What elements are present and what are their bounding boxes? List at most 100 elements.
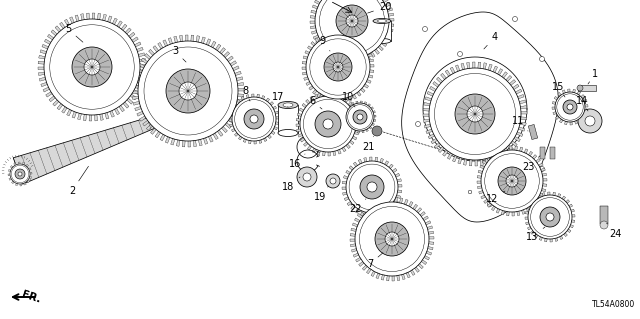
Wedge shape — [373, 119, 376, 122]
Wedge shape — [193, 139, 196, 147]
Wedge shape — [353, 253, 360, 257]
Wedge shape — [362, 55, 365, 62]
Circle shape — [422, 26, 428, 32]
Wedge shape — [313, 35, 320, 39]
Wedge shape — [40, 50, 48, 54]
Wedge shape — [350, 244, 356, 247]
Wedge shape — [397, 274, 400, 281]
Wedge shape — [168, 38, 173, 46]
Wedge shape — [307, 46, 313, 50]
Wedge shape — [239, 136, 243, 140]
Wedge shape — [95, 113, 97, 121]
Wedge shape — [337, 149, 341, 154]
Wedge shape — [134, 74, 142, 78]
Wedge shape — [566, 229, 571, 233]
Wedge shape — [374, 115, 376, 117]
Wedge shape — [376, 272, 380, 278]
Wedge shape — [519, 106, 527, 109]
Wedge shape — [230, 108, 235, 112]
Wedge shape — [191, 35, 194, 43]
Wedge shape — [275, 111, 278, 114]
Wedge shape — [540, 168, 545, 172]
Wedge shape — [358, 130, 360, 133]
Wedge shape — [377, 211, 380, 216]
Wedge shape — [177, 138, 180, 146]
Wedge shape — [236, 88, 244, 91]
Wedge shape — [384, 161, 388, 166]
Wedge shape — [138, 75, 145, 78]
Wedge shape — [367, 104, 371, 107]
Circle shape — [353, 110, 367, 124]
Circle shape — [84, 59, 100, 75]
Wedge shape — [231, 66, 239, 71]
Circle shape — [360, 175, 384, 199]
Wedge shape — [477, 186, 483, 189]
Wedge shape — [235, 77, 243, 81]
Wedge shape — [24, 182, 26, 185]
Wedge shape — [275, 122, 279, 124]
Wedge shape — [426, 226, 433, 230]
Circle shape — [310, 39, 366, 95]
Wedge shape — [571, 220, 575, 223]
Wedge shape — [404, 199, 408, 206]
Wedge shape — [492, 205, 496, 211]
Circle shape — [513, 17, 518, 21]
Bar — [528, 124, 538, 139]
Wedge shape — [353, 162, 358, 167]
Wedge shape — [360, 210, 364, 216]
Wedge shape — [344, 175, 349, 179]
Wedge shape — [257, 94, 260, 98]
Wedge shape — [208, 134, 213, 142]
Circle shape — [600, 221, 608, 229]
Wedge shape — [484, 199, 489, 204]
Wedge shape — [302, 103, 307, 108]
Wedge shape — [47, 34, 55, 41]
Wedge shape — [423, 108, 431, 111]
Circle shape — [498, 187, 502, 191]
Text: 19: 19 — [314, 186, 328, 202]
Circle shape — [484, 154, 540, 208]
Wedge shape — [364, 158, 367, 163]
Circle shape — [360, 206, 424, 271]
Wedge shape — [480, 158, 483, 166]
Wedge shape — [306, 81, 311, 85]
Wedge shape — [378, 45, 383, 51]
Wedge shape — [129, 93, 136, 100]
Wedge shape — [357, 213, 364, 219]
Bar — [373, 21, 391, 41]
Wedge shape — [492, 66, 497, 74]
Wedge shape — [580, 95, 584, 99]
Wedge shape — [9, 178, 12, 180]
Wedge shape — [387, 275, 389, 281]
Wedge shape — [397, 184, 402, 187]
Wedge shape — [527, 206, 531, 210]
Wedge shape — [542, 179, 547, 181]
Wedge shape — [350, 239, 356, 241]
Wedge shape — [246, 95, 249, 99]
Wedge shape — [355, 218, 361, 223]
Wedge shape — [461, 63, 465, 71]
Wedge shape — [127, 32, 135, 39]
Wedge shape — [573, 89, 575, 93]
Wedge shape — [303, 56, 308, 59]
Wedge shape — [352, 94, 356, 99]
Wedge shape — [365, 79, 371, 83]
Wedge shape — [362, 264, 368, 270]
Wedge shape — [305, 51, 310, 55]
Wedge shape — [556, 115, 559, 119]
Wedge shape — [577, 91, 580, 95]
Wedge shape — [435, 142, 442, 148]
Wedge shape — [114, 107, 120, 115]
Wedge shape — [307, 145, 312, 150]
Wedge shape — [422, 216, 428, 221]
Wedge shape — [182, 139, 185, 147]
Wedge shape — [550, 238, 552, 242]
Wedge shape — [160, 133, 166, 141]
Wedge shape — [385, 33, 392, 37]
Wedge shape — [395, 197, 397, 204]
Wedge shape — [355, 116, 360, 119]
Wedge shape — [132, 96, 140, 100]
Wedge shape — [306, 100, 310, 105]
Circle shape — [138, 41, 238, 141]
Wedge shape — [525, 211, 529, 214]
